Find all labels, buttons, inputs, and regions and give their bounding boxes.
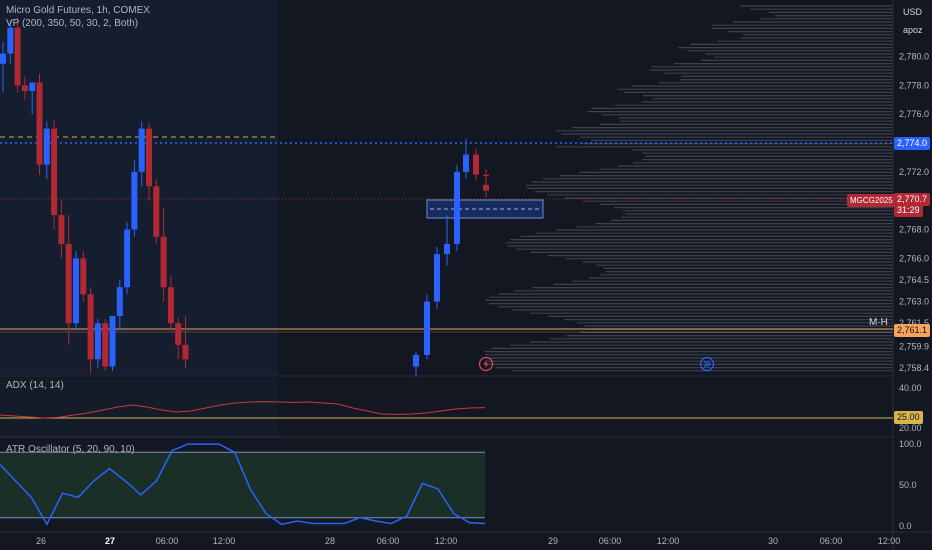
price-tick: 2,772.0 <box>899 167 929 177</box>
adx-line <box>0 401 486 419</box>
candles-group <box>0 17 489 377</box>
atr-band <box>0 452 485 518</box>
symbol-tag: MGCG2025 <box>847 194 896 207</box>
time-tick: 12:00 <box>213 536 236 546</box>
price-tick: 2,763.0 <box>899 297 929 307</box>
adx-tick: 20.00 <box>899 423 922 433</box>
adx-tick: 40.00 <box>899 383 922 393</box>
vp-label[interactable]: VP (200, 350, 50, 30, 2, Both) <box>6 18 139 29</box>
candle-body <box>73 258 79 324</box>
time-tick: 12:00 <box>878 536 901 546</box>
time-tick: 06:00 <box>820 536 843 546</box>
time-tick: 30 <box>768 536 778 546</box>
time-tick: 26 <box>36 536 46 546</box>
candle-body <box>175 323 182 345</box>
price-tick: 2,766.0 <box>899 253 929 263</box>
last-price-tag: 2,770.7 <box>894 193 931 206</box>
candle-body <box>424 301 430 355</box>
candle-body <box>483 174 489 177</box>
time-tick: 27 <box>105 536 115 546</box>
time-tick: 06:00 <box>599 536 622 546</box>
candle-body <box>94 323 101 360</box>
price-tick: 2,778.0 <box>899 80 929 90</box>
atr-tick: 0.0 <box>899 521 912 531</box>
candle-body <box>0 53 6 64</box>
candle-body <box>102 323 109 367</box>
time-axis[interactable]: 26 27 06:00 12:00 28 06:00 12:00 29 06:00 12:00 30… <box>36 536 900 546</box>
candle-body <box>138 128 145 172</box>
volume-profile <box>485 5 893 372</box>
symbol-title[interactable]: Micro Gold Futures, 1h, COMEX <box>6 5 150 16</box>
time-tick: 28 <box>325 536 335 546</box>
blue-level-tag: 2,774.0 <box>894 137 931 150</box>
time-tick: 12:00 <box>657 536 680 546</box>
atr-tick: 100.0 <box>899 439 922 449</box>
price-tick: 2,776.0 <box>899 109 929 119</box>
candle-body <box>124 229 131 288</box>
time-tick: 06:00 <box>156 536 179 546</box>
candle-body <box>153 186 160 237</box>
lightning-icon[interactable] <box>478 356 494 372</box>
price-tick: 2,764.5 <box>899 275 929 285</box>
candle-body <box>463 154 469 172</box>
candle-body <box>160 236 167 288</box>
mh-label: M·H <box>869 317 888 328</box>
adx-label[interactable]: ADX (14, 14) <box>6 380 64 391</box>
candle-body <box>116 287 123 317</box>
candle-body <box>483 184 489 191</box>
session-shade-adx <box>0 378 278 438</box>
forward-icon[interactable] <box>699 356 715 372</box>
time-tick: 29 <box>548 536 558 546</box>
currency-label[interactable]: USD <box>903 7 923 17</box>
atr-axis: 100.0 50.0 0.0 <box>899 439 922 531</box>
adx-level-tag: 25.00 <box>894 411 923 424</box>
scale-name[interactable]: apoz <box>903 25 923 35</box>
candle-body <box>167 287 174 324</box>
candle-body <box>29 82 36 92</box>
candle-body <box>14 27 21 86</box>
candle-body <box>434 254 440 302</box>
price-tick: 2,761.5 <box>899 318 929 328</box>
candle-body <box>413 354 419 367</box>
time-tick: 06:00 <box>377 536 400 546</box>
candle-body <box>36 82 43 165</box>
atr-line <box>0 443 486 526</box>
price-tick: 2,780.0 <box>899 51 929 61</box>
candle-body <box>444 243 450 255</box>
price-tick: 2,758.4 <box>899 363 929 373</box>
candle-body <box>473 154 479 175</box>
candle-body <box>21 85 28 92</box>
adx-axis: 40.00 20.00 <box>899 383 922 433</box>
candle-body <box>146 128 152 187</box>
candle-body <box>80 258 87 295</box>
candle-body <box>131 171 138 230</box>
time-tick: 12:00 <box>435 536 458 546</box>
candle-body <box>65 243 72 324</box>
candle-body <box>182 344 189 360</box>
candle-body <box>87 294 94 360</box>
atr-label[interactable]: ATR Oscillator (5, 20, 90, 10) <box>6 444 135 455</box>
countdown-tag: 31:29 <box>894 204 923 217</box>
candle-body <box>109 316 116 367</box>
price-tick: 2,759.9 <box>899 341 929 351</box>
atr-tick: 50.0 <box>899 480 917 490</box>
price-tick: 2,768.0 <box>899 225 929 235</box>
candle-body <box>58 215 65 244</box>
candle-body <box>7 27 14 54</box>
orange-level-tag: 2,761.1 <box>894 324 931 337</box>
candle-body <box>51 128 58 216</box>
candle-body <box>454 171 460 244</box>
candle-body <box>43 128 50 165</box>
session-shade <box>0 0 278 375</box>
